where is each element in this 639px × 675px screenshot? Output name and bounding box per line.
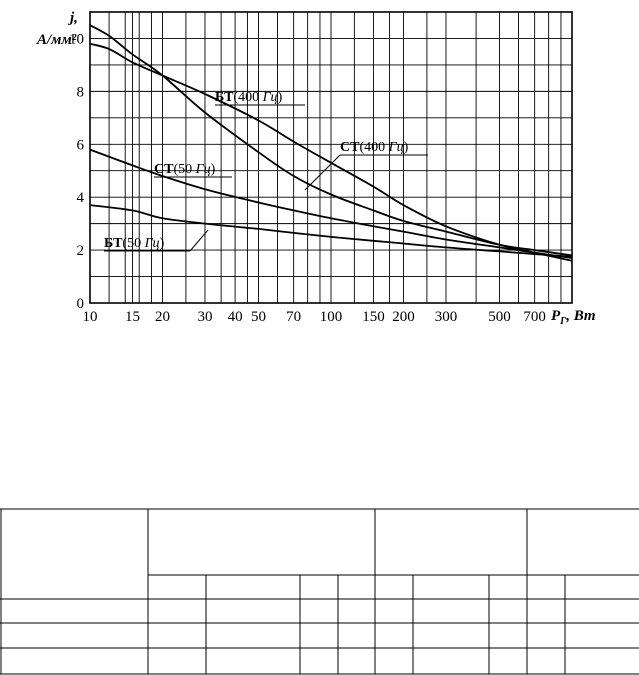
y-axis-label-line1: j, <box>68 10 78 26</box>
y-tick-label: 4 <box>77 190 85 206</box>
series-label-1: СТ(400 Гц) <box>340 140 409 155</box>
x-tick-label: 200 <box>392 309 415 325</box>
series-line-3 <box>89 204 573 258</box>
x-tick-label: 700 <box>523 309 546 325</box>
chart-series-labels: БТ(400 Гц) СТ(400 Гц) СТ(50 Гц) БТ(50 Гц) <box>104 90 428 252</box>
series-label-2: СТ(50 Гц) <box>154 162 216 177</box>
series-label-3: БТ(50 Гц) <box>104 236 165 251</box>
y-axis-label-line2: А/мм² <box>36 32 77 48</box>
chart-grid <box>89 11 573 304</box>
x-tick-label: 15 <box>125 309 140 325</box>
series-label-leader <box>189 229 209 252</box>
x-tick-label: 300 <box>435 309 458 325</box>
series-label-0: БТ(400 Гц) <box>215 90 283 105</box>
x-tick-label: 100 <box>320 309 343 325</box>
x-tick-label: 30 <box>197 309 212 325</box>
x-tick-label: 10 <box>83 309 98 325</box>
series-line-1 <box>89 24 573 257</box>
x-tick-label: 20 <box>155 309 170 325</box>
y-tick-label: 0 <box>77 296 85 312</box>
x-axis-label: PГ, Вт <box>551 308 596 327</box>
y-tick-label: 10 <box>69 31 84 47</box>
y-tick-label: 6 <box>77 137 85 153</box>
chart-ticks: 0 2 4 6 8 10 10 15 20 30 40 50 70 100 150 200 300 500 700 <box>69 31 546 325</box>
x-tick-label: 50 <box>251 309 266 325</box>
chart-curves <box>89 24 573 262</box>
x-tick-label: 40 <box>228 309 243 325</box>
x-tick-label: 70 <box>286 309 301 325</box>
x-tick-label: 500 <box>488 309 511 325</box>
y-tick-label: 8 <box>77 84 85 100</box>
series-label-leader <box>304 154 341 191</box>
x-tick-label: 150 <box>362 309 385 325</box>
empty-table <box>0 508 639 675</box>
plot-frame <box>89 11 573 304</box>
y-tick-label: 2 <box>77 243 85 259</box>
series-line-2 <box>89 148 573 259</box>
